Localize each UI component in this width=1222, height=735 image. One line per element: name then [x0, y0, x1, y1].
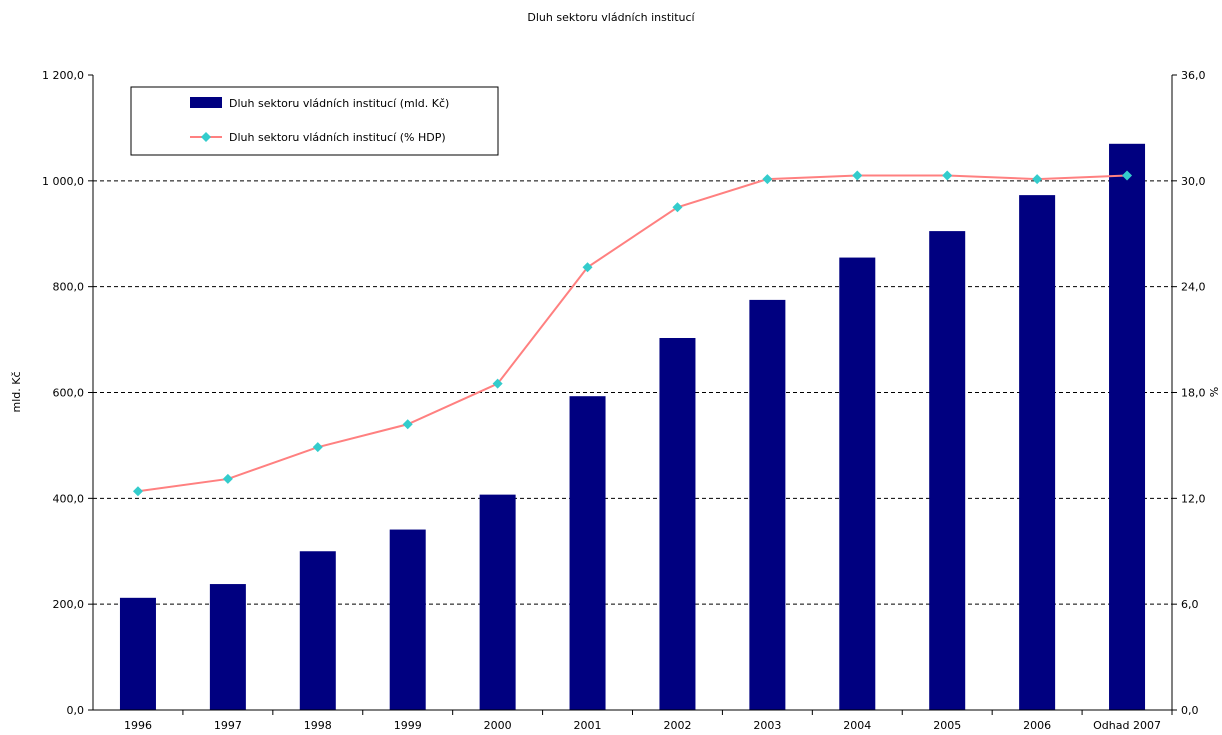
line-marker [1122, 170, 1133, 181]
line-marker [852, 170, 863, 181]
x-tick-label: 2006 [1023, 719, 1051, 732]
y2-tick-label: 30,0 [1181, 175, 1206, 188]
bar [839, 257, 876, 710]
y2-tick-label: 6,0 [1181, 598, 1199, 611]
x-tick-label: Odhad 2007 [1093, 719, 1161, 732]
bar [1019, 195, 1056, 710]
line-marker [222, 473, 233, 484]
line-marker [312, 442, 323, 453]
y2-tick-label: 12,0 [1181, 492, 1206, 505]
bar [929, 231, 966, 710]
bar [299, 551, 336, 710]
bar-series [119, 143, 1146, 710]
x-tick-label: 1996 [124, 719, 152, 732]
bar [749, 299, 786, 710]
x-tick-label: 2002 [663, 719, 691, 732]
line-marker [582, 262, 593, 273]
x-tick-label: 1997 [214, 719, 242, 732]
x-tick-label: 2003 [753, 719, 781, 732]
line-marker [762, 174, 773, 185]
y-tick-label: 1 000,0 [42, 175, 84, 188]
legend-bar-label: Dluh sektoru vládních institucí (mld. Kč… [229, 97, 449, 110]
y2-axis-title: % [1207, 387, 1220, 397]
gridlines [93, 180, 1172, 605]
legend-line-marker [201, 132, 211, 142]
bar [1109, 143, 1146, 710]
y-tick-label: 0,0 [67, 704, 85, 717]
chart-title: Dluh sektoru vládních institucí [527, 11, 695, 24]
y-tick-label: 200,0 [53, 598, 85, 611]
y-tick-label: 800,0 [53, 281, 85, 294]
x-tick-label: 1999 [394, 719, 422, 732]
x-tick-label: 2004 [843, 719, 871, 732]
line-marker [672, 202, 683, 213]
tick-labels: 0,0 0,0 200,0 6,0 400,0 12,0 600,0 18,0 800,0 24,… [42, 69, 1206, 732]
line-series [132, 170, 1133, 497]
y2-tick-label: 24,0 [1181, 281, 1206, 294]
line-marker [132, 486, 143, 497]
y2-tick-label: 18,0 [1181, 387, 1206, 400]
y2-tick-label: 36,0 [1181, 69, 1206, 82]
x-tick-label: 2001 [574, 719, 602, 732]
legend-line-label: Dluh sektoru vládních institucí (% HDP) [229, 131, 446, 144]
bar [659, 337, 696, 710]
y-axis-title: mld. Kč [10, 371, 23, 412]
bar [209, 584, 246, 710]
axes [88, 74, 1177, 715]
line-marker [942, 170, 953, 181]
x-tick-label: 2005 [933, 719, 961, 732]
bar [479, 494, 516, 710]
y-tick-label: 1 200,0 [42, 69, 84, 82]
legend-bar-swatch [190, 97, 222, 108]
legend: Dluh sektoru vládních institucí (mld. Kč… [130, 86, 499, 156]
line-path [137, 174, 1128, 493]
line-marker [1032, 174, 1043, 185]
bar [119, 597, 156, 710]
bar [569, 396, 606, 710]
x-tick-label: 2000 [484, 719, 512, 732]
y-tick-label: 400,0 [53, 492, 85, 505]
line-marker [402, 419, 413, 430]
x-tick-label: 1998 [304, 719, 332, 732]
line-marker [492, 378, 503, 389]
y2-tick-label: 0,0 [1181, 704, 1199, 717]
bar [389, 529, 426, 710]
y-tick-label: 600,0 [53, 387, 85, 400]
